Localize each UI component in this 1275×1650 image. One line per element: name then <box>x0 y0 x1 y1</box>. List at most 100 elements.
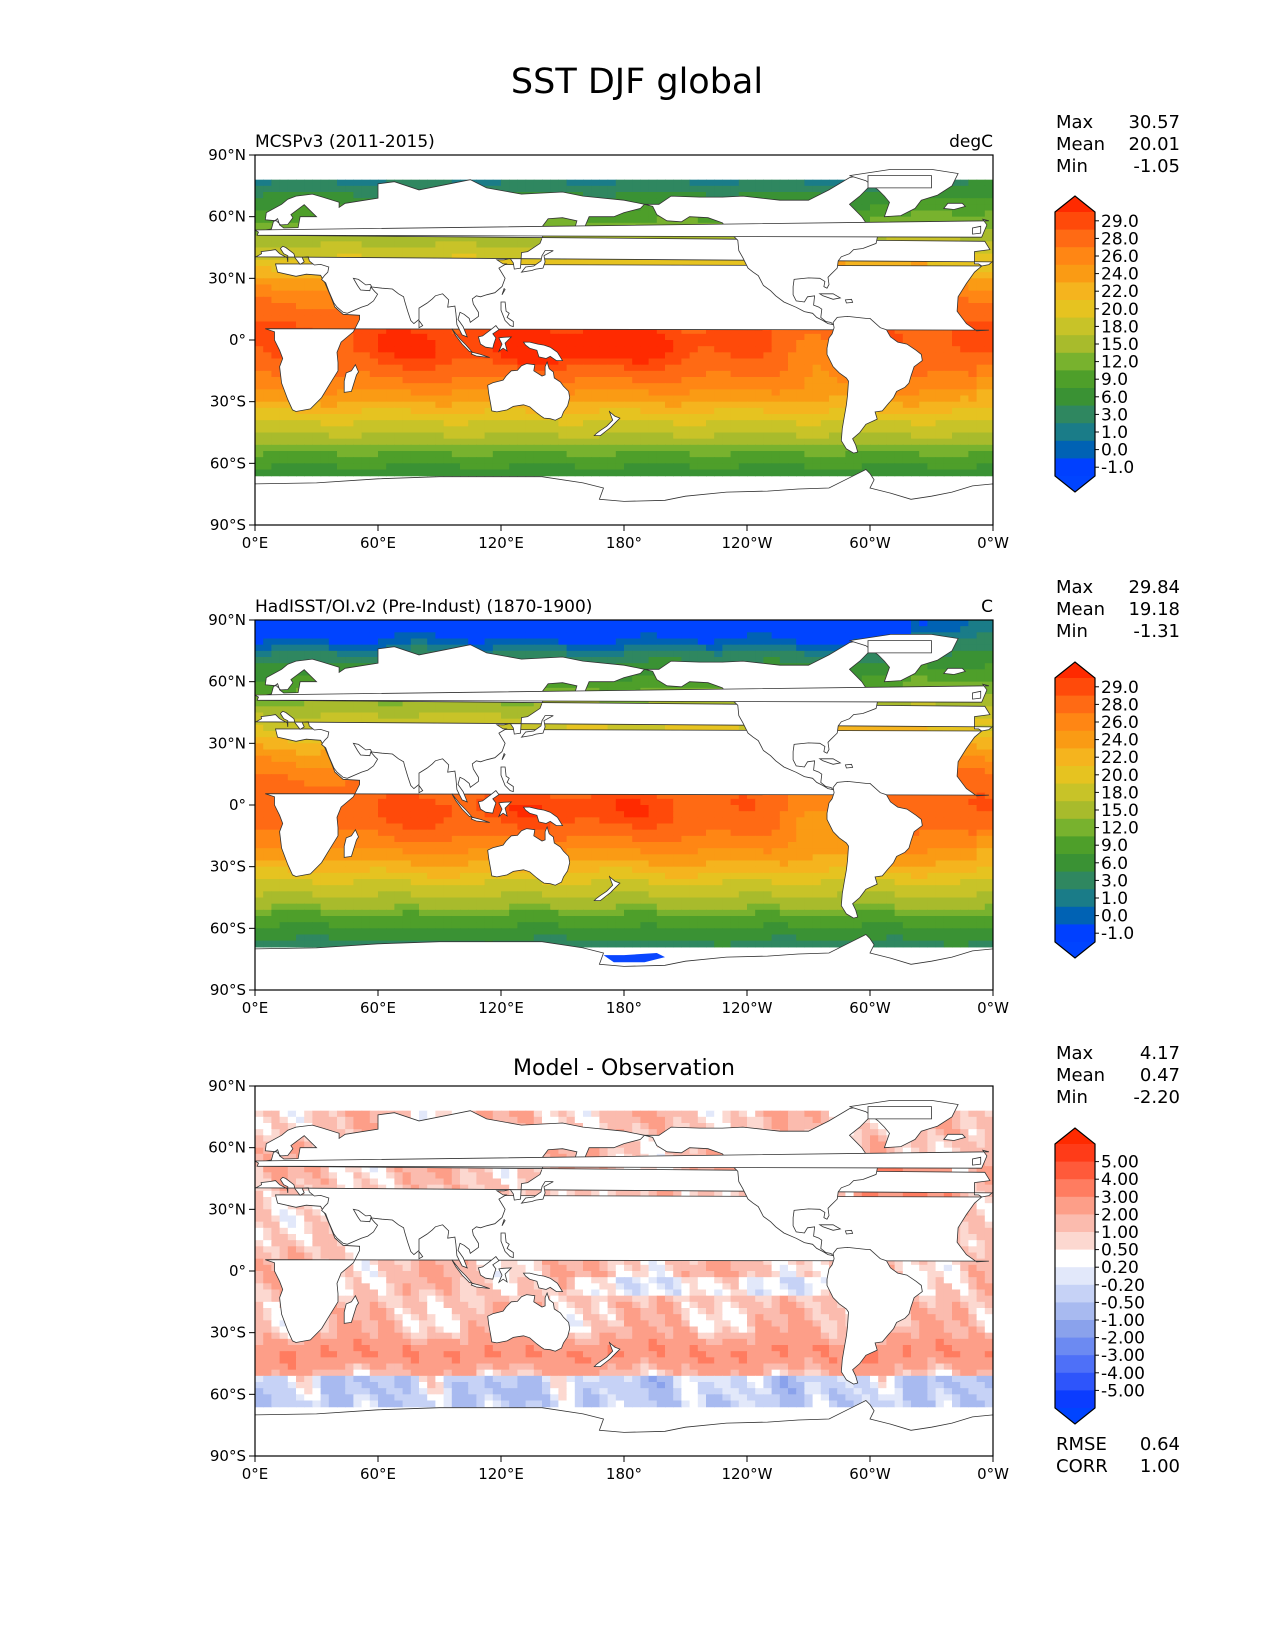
lon-tick-label: 60°W <box>849 534 891 552</box>
colorbar-bin <box>1055 783 1095 802</box>
colorbar-bin <box>1055 1302 1095 1321</box>
colorbar-bin <box>1055 1267 1095 1286</box>
colorbar-bin <box>1055 264 1095 283</box>
colorbar-bin <box>1055 871 1095 890</box>
colorbar-tick-label: 9.0 <box>1101 370 1128 390</box>
colorbar-bin <box>1055 1372 1095 1391</box>
colorbar-tick-label: 9.0 <box>1101 836 1128 856</box>
footer-stat-label: CORR <box>1056 1456 1108 1477</box>
stat-value: -1.05 <box>1133 156 1180 177</box>
colorbar-tick-label: 28.0 <box>1101 229 1139 249</box>
coastlines <box>255 169 993 525</box>
map-panel-3: 0°E 60°E 120°E 180° 120°W 60°W 0°W 90°N 60°N 30°N… <box>208 1043 1180 1483</box>
lon-tick-label: 60°W <box>849 999 891 1017</box>
colorbar-bin <box>1055 713 1095 732</box>
stat-label: Mean <box>1056 1065 1105 1086</box>
colorbar-tick-label: 12.0 <box>1101 353 1139 373</box>
lon-tick-label: 120°E <box>478 1465 524 1483</box>
lat-tick-label: 60°N <box>208 1139 246 1157</box>
colorbar: 29.028.026.024.022.020.018.015.012.09.06… <box>1054 195 1139 493</box>
lat-tick-label: 30°N <box>208 1200 246 1218</box>
footer-stat-label: RMSE <box>1056 1434 1107 1455</box>
lat-tick-label: 0° <box>229 331 246 349</box>
stat-label: Max <box>1056 1043 1094 1064</box>
colorbar-bin <box>1055 730 1095 749</box>
colorbar-tick-label: 26.0 <box>1101 713 1139 733</box>
stat-label: Mean <box>1056 599 1105 620</box>
colorbar-bin <box>1055 748 1095 767</box>
lon-tick-label: 60°E <box>360 534 396 552</box>
lon-tick-label: 120°W <box>722 1465 773 1483</box>
colorbar-tick-label: 22.0 <box>1101 282 1139 302</box>
lon-tick-label: 180° <box>606 1465 642 1483</box>
colorbar-bin <box>1055 889 1095 908</box>
panel-title-center: Model - Observation <box>513 1056 735 1081</box>
colorbar-tick-label: 2.00 <box>1101 1205 1139 1225</box>
colorbar-bin <box>1055 818 1095 837</box>
lat-tick-label: 30°S <box>210 393 246 411</box>
ross-sea-field <box>603 953 665 963</box>
colorbar-bin <box>1055 1232 1095 1251</box>
colorbar-tick-label: 1.0 <box>1101 889 1128 909</box>
colorbar-bin <box>1055 1355 1095 1374</box>
colorbar: 29.028.026.024.022.020.018.015.012.09.06… <box>1054 661 1139 959</box>
colorbar-bin <box>1055 906 1095 925</box>
colorbar-bin <box>1055 300 1095 319</box>
colorbar-bin <box>1055 924 1095 943</box>
colorbar-bin <box>1055 370 1095 389</box>
map-panel-2: 0°E 60°E 120°E 180° 120°W 60°W 0°W 90°N 60°N 30°N… <box>208 577 1180 1017</box>
lat-tick-label: 90°N <box>208 146 246 164</box>
colorbar-bin <box>1055 212 1095 231</box>
colorbar-tick-label: 0.20 <box>1101 1258 1139 1278</box>
colorbar-tick-label: -5.00 <box>1101 1381 1145 1401</box>
colorbar-under-extend <box>1055 942 1095 958</box>
lat-tick-label: 90°S <box>210 1447 246 1465</box>
colorbar-bin <box>1055 1144 1095 1163</box>
stat-value: -1.31 <box>1133 621 1180 642</box>
colorbar-bin <box>1055 440 1095 459</box>
colorbar-tick-label: -0.50 <box>1101 1293 1145 1313</box>
stat-label: Min <box>1056 1087 1088 1108</box>
colorbar-bin <box>1055 247 1095 266</box>
colorbar-under-extend <box>1055 1408 1095 1424</box>
lat-tick-label: 30°S <box>210 858 246 876</box>
colorbar-over-extend <box>1055 1128 1095 1144</box>
stat-label: Min <box>1056 621 1088 642</box>
coastlines <box>255 634 993 990</box>
colorbar-tick-label: 26.0 <box>1101 247 1139 267</box>
colorbar-tick-label: -0.20 <box>1101 1276 1145 1296</box>
colorbar-tick-label: 5.00 <box>1101 1153 1139 1173</box>
colorbar-bin <box>1055 335 1095 354</box>
colorbar-tick-label: 18.0 <box>1101 317 1139 337</box>
colorbar-tick-label: 0.0 <box>1101 441 1128 461</box>
colorbar-bin <box>1055 1284 1095 1303</box>
lat-tick-label: 90°N <box>208 1077 246 1095</box>
colorbar-bin <box>1055 766 1095 785</box>
colorbar-under-extend <box>1055 476 1095 492</box>
colorbar-bin <box>1055 1320 1095 1339</box>
stat-value: 0.47 <box>1140 1065 1180 1086</box>
lat-tick-label: 60°N <box>208 673 246 691</box>
colorbar-tick-label: 20.0 <box>1101 300 1139 320</box>
colorbar-bin <box>1055 678 1095 697</box>
colorbar-bin <box>1055 229 1095 248</box>
panel-title-left: HadISST/OI.v2 (Pre-Indust) (1870-1900) <box>255 597 592 617</box>
colorbar-tick-label: 1.0 <box>1101 423 1128 443</box>
colorbar-tick-label: 1.00 <box>1101 1223 1139 1243</box>
colorbar-bin <box>1055 405 1095 424</box>
lon-tick-label: 120°E <box>478 534 524 552</box>
colorbar-bin <box>1055 854 1095 873</box>
footer-stat-value: 1.00 <box>1140 1456 1180 1477</box>
colorbar-tick-label: -4.00 <box>1101 1364 1145 1384</box>
colorbar-tick-label: 24.0 <box>1101 265 1139 285</box>
colorbar-bin <box>1055 1214 1095 1233</box>
colorbar-tick-label: 15.0 <box>1101 335 1139 355</box>
stat-value: 30.57 <box>1128 112 1180 133</box>
colorbar-bin <box>1055 317 1095 336</box>
colorbar-tick-label: 0.50 <box>1101 1241 1139 1261</box>
lat-tick-label: 90°N <box>208 611 246 629</box>
colorbar-tick-label: 4.00 <box>1101 1170 1139 1190</box>
panel-title-left: MCSPv3 (2011-2015) <box>255 132 435 152</box>
stat-value: 4.17 <box>1140 1043 1180 1064</box>
lon-tick-label: 0°W <box>977 1465 1009 1483</box>
